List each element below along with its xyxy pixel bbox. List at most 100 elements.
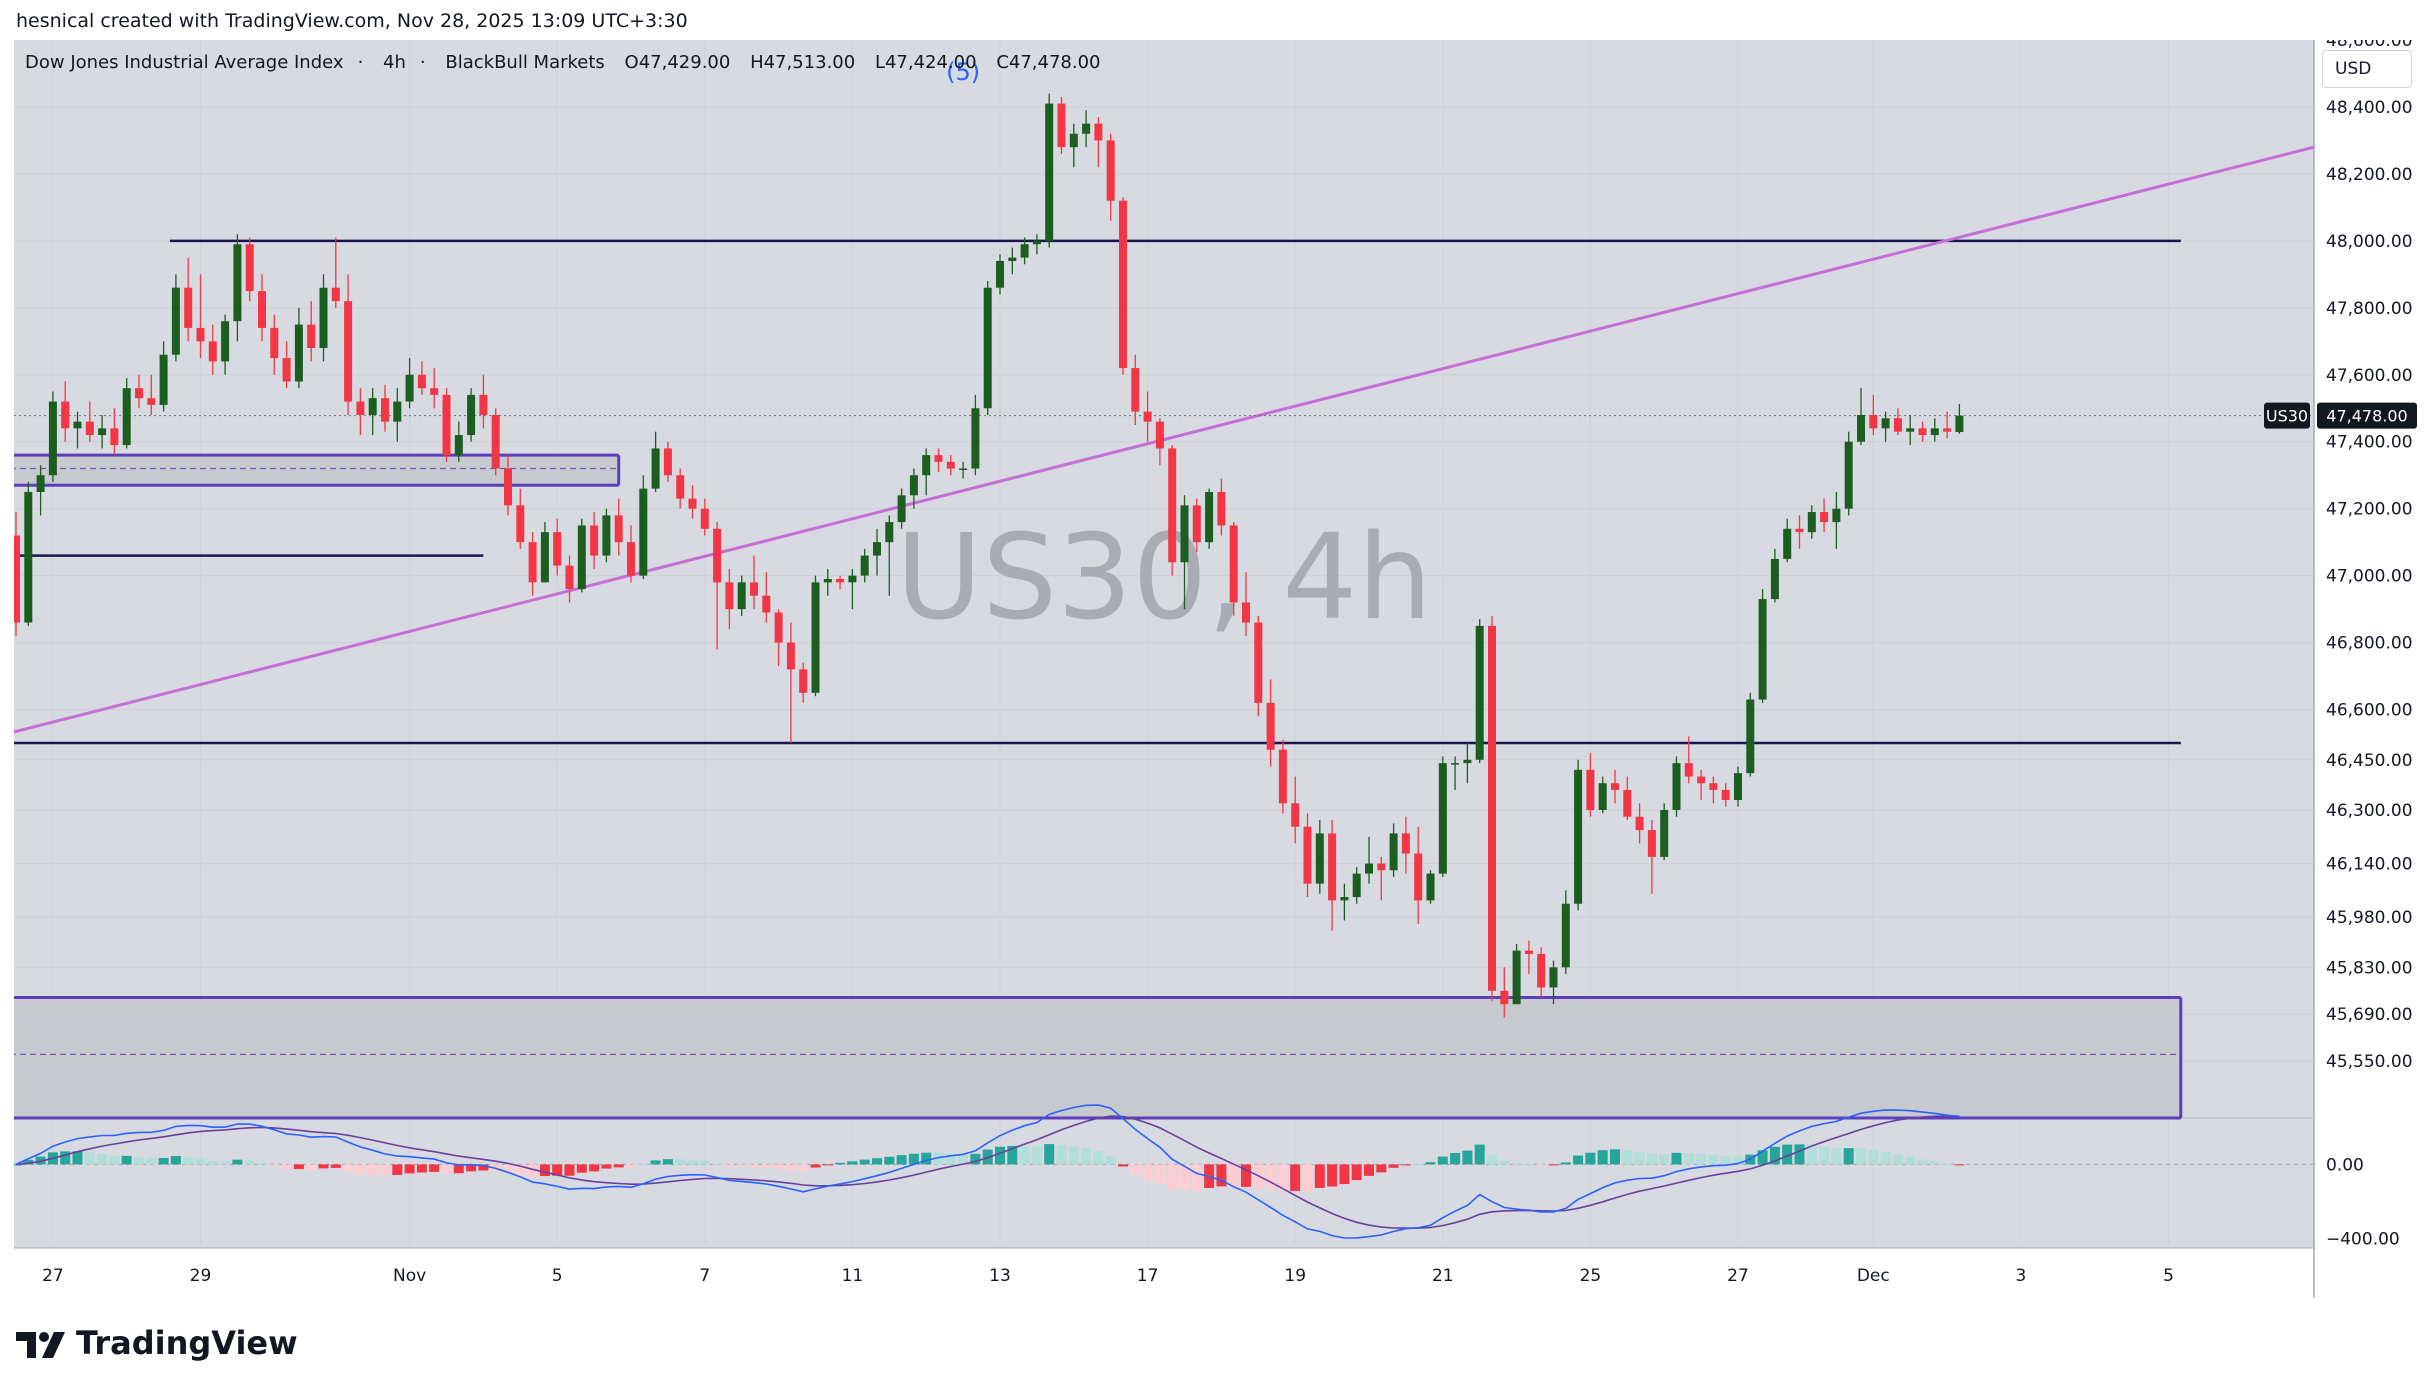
macd-histogram-bar (1671, 1152, 1682, 1165)
macd-histogram-bar (1191, 1164, 1202, 1191)
candle-up (959, 468, 968, 471)
macd-histogram-bar (1733, 1156, 1743, 1165)
macd-histogram-bar (1917, 1159, 1928, 1165)
candle-down (934, 455, 943, 462)
candle-down (1647, 830, 1656, 857)
macd-histogram-bar (1794, 1144, 1805, 1165)
macd-histogram-bar (552, 1164, 563, 1176)
candle-up (1881, 418, 1890, 429)
price-tick-label: 48,400.00 (2326, 98, 2413, 118)
macd-histogram-bar (749, 1164, 759, 1168)
candle-down (627, 542, 635, 576)
time-tick-label: 17 (1137, 1266, 1159, 1286)
macd-histogram-bar (318, 1164, 329, 1169)
candle-up (1955, 415, 1964, 433)
candle-down (1094, 123, 1103, 141)
macd-histogram-bar (527, 1164, 538, 1178)
macd-histogram-bar (724, 1164, 735, 1167)
candle-down (1869, 414, 1878, 429)
price-tick-label: 46,800.00 (2326, 634, 2413, 654)
watermark-text: US30, 4h (896, 508, 1432, 646)
macd-histogram-bar (1806, 1144, 1817, 1165)
candle-down (14, 535, 20, 623)
macd-histogram-bar (1511, 1163, 1522, 1165)
candle-up (651, 448, 660, 489)
candle-down (307, 324, 316, 348)
price-tick-label: 45,550.00 (2326, 1052, 2413, 1072)
macd-histogram-bar (872, 1158, 882, 1165)
macd-histogram-bar (1154, 1164, 1165, 1184)
candle-down (1229, 525, 1238, 603)
candlestick-chart[interactable]: 48,400.00 48,200.00 48,000.00 47,800.00 47,6… (14, 40, 2420, 1298)
macd-histogram-bar (1327, 1164, 1338, 1187)
candle-down (750, 582, 758, 596)
macd-histogram-bar (441, 1164, 452, 1174)
candle-down (1635, 816, 1644, 831)
candle-up (48, 401, 57, 476)
candle-down (774, 612, 783, 643)
macd-line (15, 1104, 1960, 1239)
candle-down (1795, 528, 1804, 533)
price-tick-label: 47,800.00 (2326, 299, 2413, 319)
supply-demand-zone (14, 455, 619, 486)
macd-histogram-bar (1400, 1164, 1411, 1166)
macd-histogram-bar (1683, 1152, 1694, 1165)
candle-down (1106, 140, 1115, 201)
macd-histogram-bar (1905, 1156, 1916, 1165)
candle-down (344, 301, 353, 402)
macd-histogram-bar (1659, 1154, 1670, 1165)
candle-up (1844, 441, 1853, 509)
price-badge-bg (2317, 402, 2417, 429)
candle-down (1684, 763, 1693, 777)
candles-group (14, 93, 1964, 1018)
candle-up (1426, 873, 1435, 901)
macd-histogram-bar (945, 1153, 956, 1165)
candle-up (221, 321, 230, 362)
candle-up (737, 582, 746, 610)
time-tick-label: 25 (1580, 1266, 1602, 1286)
currency-button[interactable]: USD (2322, 50, 2412, 88)
candle-down (590, 525, 599, 556)
candle-up (36, 475, 45, 492)
macd-histogram-bar (1954, 1164, 1965, 1166)
macd-histogram-bar (785, 1164, 796, 1171)
macd-histogram-bar (84, 1152, 95, 1165)
time-tick-label: 11 (842, 1266, 864, 1286)
macd-histogram-bar (761, 1164, 772, 1168)
candle-down (356, 401, 365, 415)
macd-histogram-bar (1437, 1156, 1448, 1165)
macd-histogram-bar (1314, 1164, 1325, 1188)
candle-up (1180, 505, 1189, 563)
interval-label[interactable]: 4h (383, 52, 406, 73)
candle-down (110, 428, 119, 446)
candle-up (159, 354, 168, 405)
macd-histogram-bar (908, 1153, 919, 1165)
macd-histogram-bar (1573, 1155, 1584, 1165)
macd-histogram-bar (60, 1151, 71, 1165)
macd-tick-label: −400.00 (2326, 1230, 2400, 1250)
macd-histogram-bar (1228, 1164, 1239, 1187)
candle-up (233, 244, 242, 322)
price-tick-label: 46,450.00 (2326, 751, 2413, 771)
candle-down (184, 287, 193, 328)
macd-histogram-bar (503, 1164, 513, 1174)
macd-histogram-bar (232, 1159, 243, 1165)
candle-down (1611, 783, 1619, 790)
macd-histogram-bar (638, 1164, 649, 1166)
attribution-bar: hesnical created with TradingView.com, N… (0, 0, 2433, 40)
macd-histogram-bar (1523, 1164, 1534, 1166)
candle-down (528, 542, 537, 583)
macd-histogram-bar (1880, 1151, 1891, 1165)
candle-up (577, 525, 586, 590)
candle-down (1192, 505, 1201, 543)
macd-histogram-bar (134, 1156, 144, 1165)
macd-histogram-bar (195, 1158, 206, 1165)
symbol-name[interactable]: Dow Jones Industrial Average Index (25, 52, 344, 73)
candle-up (1574, 769, 1583, 904)
candle-up (319, 287, 328, 348)
candle-down (836, 579, 845, 583)
candle-up (1512, 950, 1521, 1005)
chart-area[interactable]: 48,400.00 48,200.00 48,000.00 47,800.00 47,6… (14, 40, 2420, 1298)
candle-down (700, 508, 709, 529)
macd-histogram-bar (466, 1164, 477, 1172)
